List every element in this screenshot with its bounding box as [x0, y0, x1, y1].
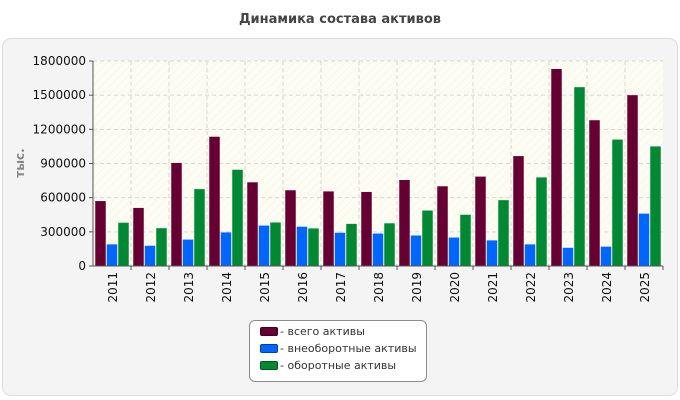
bar-2014-3 — [232, 169, 243, 266]
bar-2021-2 — [486, 240, 498, 266]
bar-2012-1 — [133, 207, 144, 266]
y-tick-label: 600000 — [40, 191, 86, 205]
x-tick-label: 2014 — [220, 272, 234, 303]
bar-2019-2 — [410, 235, 422, 266]
bar-2022-1 — [513, 156, 524, 266]
x-tick-label: 2016 — [296, 272, 310, 303]
bar-2019-1 — [399, 180, 410, 266]
bar-2012-2 — [144, 245, 156, 266]
legend-label-current: - оборотные активы — [280, 359, 397, 372]
bar-2015-3 — [270, 222, 281, 266]
legend-swatch-current — [260, 361, 278, 370]
bar-2011-2 — [106, 244, 118, 266]
bar-2024-3 — [612, 139, 623, 266]
bar-2019-3 — [422, 210, 433, 266]
bar-2015-1 — [247, 182, 258, 266]
bar-2021-3 — [498, 200, 509, 266]
bar-2021-1 — [475, 176, 486, 266]
bar-2024-2 — [600, 246, 612, 266]
bar-2016-2 — [296, 226, 308, 266]
legend-swatch-noncurrent — [260, 344, 278, 353]
x-tick-label: 2024 — [600, 272, 614, 303]
legend-label-noncurrent: - внеоборотные активы — [280, 342, 417, 355]
bar-2024-1 — [589, 120, 600, 266]
legend-item-noncurrent: - внеоборотные активы — [260, 342, 426, 359]
legend-item-total: - всего активы — [260, 325, 426, 342]
y-tick-label: 1500000 — [33, 88, 86, 102]
x-tick-labels: 2011 2012 2013 2014 2015 2016 2017 2018 2019 2020… — [106, 272, 652, 303]
bar-2012-3 — [156, 228, 167, 266]
y-tick-label: 0 — [78, 259, 86, 273]
bar-2011-3 — [118, 222, 129, 266]
legend-item-current: - оборотные активы — [260, 359, 426, 376]
bars — [95, 68, 661, 267]
x-tick-label: 2020 — [448, 272, 462, 303]
axes — [89, 60, 664, 270]
chart-title: Динамика состава активов — [238, 12, 442, 27]
bar-2022-3 — [536, 177, 547, 266]
y-tick-label: 1200000 — [33, 122, 86, 136]
bar-2013-3 — [194, 189, 205, 266]
bar-2022-2 — [524, 244, 536, 266]
bar-2018-3 — [384, 223, 395, 266]
bar-2023-3 — [574, 87, 585, 266]
x-tick-label: 2012 — [144, 272, 158, 303]
bar-2020-3 — [460, 214, 471, 266]
x-tick-label: 2022 — [524, 272, 538, 303]
x-tick-label: 2025 — [638, 272, 652, 303]
y-tick-label: 300000 — [40, 225, 86, 239]
x-tick-label: 2018 — [372, 272, 386, 303]
x-tick-label: 2011 — [106, 272, 120, 303]
bar-2025-2 — [638, 213, 650, 266]
bar-2020-2 — [448, 237, 460, 266]
y-axis-label: тыс. — [13, 148, 27, 177]
bar-2015-2 — [258, 225, 270, 266]
bar-2018-1 — [361, 191, 372, 266]
bar-2014-1 — [209, 136, 220, 266]
x-tick-label: 2023 — [562, 272, 576, 303]
x-tick-label: 2017 — [334, 272, 348, 303]
bar-2014-2 — [220, 232, 232, 266]
bar-2013-2 — [182, 239, 194, 266]
chart-legend: - всего активы - внеоборотные активы - о… — [249, 320, 427, 382]
bar-2013-1 — [171, 162, 182, 266]
bar-2017-3 — [346, 223, 357, 266]
bar-2020-1 — [437, 186, 448, 266]
y-tick-label: 900000 — [40, 157, 86, 171]
y-tick-label: 1800000 — [33, 54, 86, 68]
bar-2016-1 — [285, 190, 296, 266]
legend-label-total: - всего активы — [280, 325, 365, 338]
bar-2011-1 — [95, 201, 106, 266]
bar-2018-2 — [372, 233, 384, 266]
grid-lines — [93, 60, 663, 266]
bar-2023-2 — [562, 247, 574, 266]
x-tick-label: 2013 — [182, 272, 196, 303]
bar-2023-1 — [551, 68, 562, 266]
x-tick-label: 2015 — [258, 272, 272, 303]
bar-2016-3 — [308, 228, 319, 266]
x-tick-label: 2019 — [410, 272, 424, 303]
bar-2025-1 — [627, 95, 638, 267]
bar-2025-3 — [650, 146, 661, 266]
legend-swatch-total — [260, 327, 278, 336]
bar-2017-2 — [334, 232, 346, 266]
bar-2017-1 — [323, 191, 334, 266]
x-tick-label: 2021 — [486, 272, 500, 303]
y-tick-labels: 0 300000 600000 900000 1200000 1500000 1800000 — [33, 54, 86, 273]
